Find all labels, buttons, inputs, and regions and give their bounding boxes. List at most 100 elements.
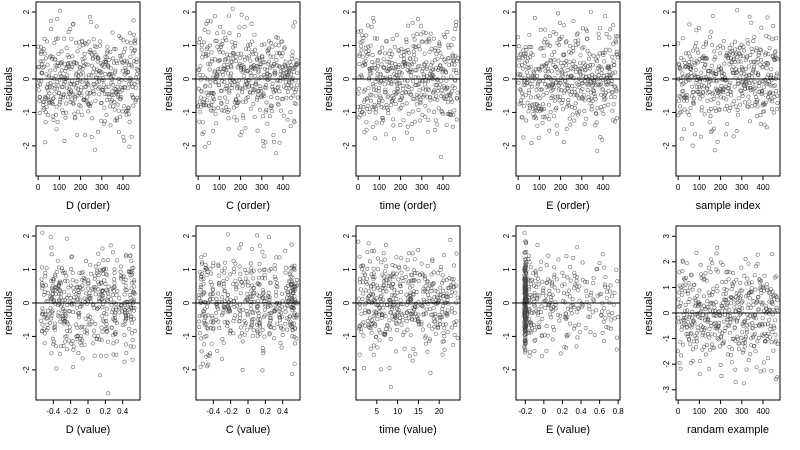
data-point: [51, 96, 56, 101]
data-point: [687, 285, 692, 290]
data-point: [113, 330, 118, 335]
data-point: [123, 342, 128, 347]
data-point: [410, 278, 415, 283]
data-point: [422, 82, 427, 87]
data-point: [370, 124, 375, 129]
data-point: [699, 83, 704, 88]
data-point: [258, 65, 263, 70]
data-point: [552, 75, 557, 80]
data-point: [411, 33, 416, 38]
data-point: [434, 51, 439, 56]
data-point: [398, 284, 403, 289]
data-point: [399, 71, 404, 76]
data-point: [293, 297, 298, 302]
data-point: [233, 313, 238, 318]
data-point: [277, 306, 282, 311]
data-point: [567, 116, 572, 121]
x-tick-label: 400: [436, 183, 450, 192]
data-point: [262, 66, 267, 71]
data-point: [717, 344, 722, 349]
data-point: [232, 304, 237, 309]
data-point: [676, 320, 681, 325]
y-tick-label: -2: [342, 366, 351, 374]
data-point: [274, 255, 279, 260]
data-point: [269, 104, 274, 109]
data-point: [612, 316, 617, 321]
data-point: [361, 333, 366, 338]
data-point: [47, 84, 52, 89]
data-point: [574, 92, 579, 97]
data-point: [98, 373, 103, 378]
data-point: [535, 82, 540, 87]
data-point: [694, 40, 699, 45]
data-point: [721, 38, 726, 43]
data-point: [734, 129, 739, 134]
data-point: [110, 30, 115, 35]
data-point: [126, 106, 131, 111]
data-point: [274, 63, 279, 68]
data-point: [283, 64, 288, 69]
data-point: [210, 108, 215, 113]
data-point: [359, 330, 364, 335]
data-point: [254, 82, 259, 87]
data-point: [572, 93, 577, 98]
data-point: [770, 289, 775, 294]
data-point: [364, 120, 369, 125]
data-point: [430, 312, 435, 317]
data-point: [530, 325, 535, 330]
data-point: [226, 108, 231, 113]
data-point: [576, 306, 581, 311]
data-point: [356, 86, 361, 91]
data-point: [388, 336, 393, 341]
data-point: [262, 272, 267, 277]
data-point: [215, 73, 220, 78]
data-point: [453, 53, 458, 58]
data-point: [208, 280, 213, 285]
data-point: [219, 356, 224, 361]
data-point: [685, 288, 690, 293]
data-point: [71, 310, 76, 315]
data-point: [712, 332, 717, 337]
data-point: [738, 88, 743, 93]
data-point: [292, 325, 297, 330]
data-point: [769, 107, 774, 112]
data-point: [541, 288, 546, 293]
data-point: [711, 68, 716, 73]
data-point: [276, 84, 281, 89]
data-point: [71, 344, 76, 349]
data-point: [71, 301, 76, 306]
data-point: [684, 93, 689, 98]
data-point: [66, 285, 71, 290]
data-point: [225, 319, 230, 324]
data-point: [410, 20, 415, 25]
data-point: [73, 96, 78, 101]
data-point: [222, 62, 227, 67]
data-point: [73, 40, 78, 45]
data-point: [763, 93, 768, 98]
data-point: [86, 278, 91, 283]
data-point: [719, 71, 724, 76]
data-point: [229, 60, 234, 65]
data-point: [407, 62, 412, 67]
data-point: [403, 313, 408, 318]
data-point: [442, 326, 447, 331]
data-point: [760, 316, 765, 321]
data-point: [283, 270, 288, 275]
data-point: [453, 290, 458, 295]
data-point: [269, 64, 274, 69]
data-point: [688, 106, 693, 111]
data-point: [550, 280, 555, 285]
data-point: [232, 79, 237, 84]
data-point: [554, 66, 559, 71]
data-point: [770, 99, 775, 104]
point-group: [516, 9, 620, 153]
data-point: [79, 334, 84, 339]
data-point: [422, 74, 427, 79]
data-point: [453, 23, 458, 28]
data-point: [729, 347, 734, 352]
data-point: [537, 79, 542, 84]
data-point: [214, 303, 219, 308]
data-point: [435, 89, 440, 94]
data-point: [226, 300, 231, 305]
data-point: [223, 289, 228, 294]
